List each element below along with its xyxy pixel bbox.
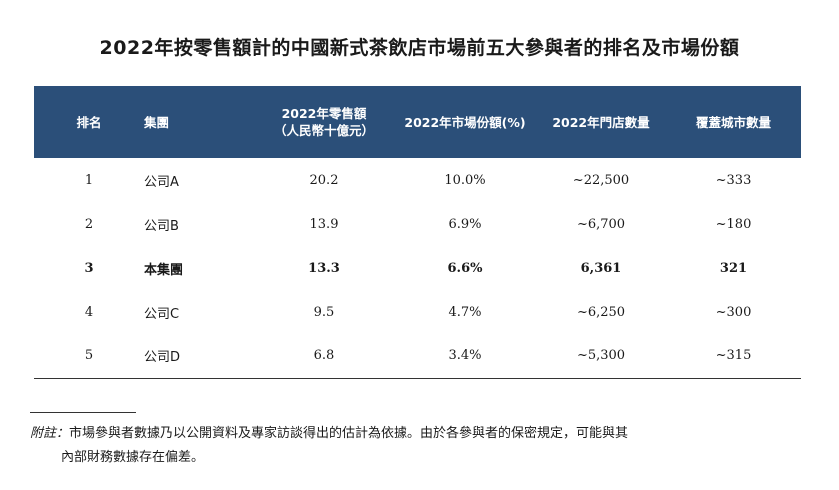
cell-share: 6.6% bbox=[447, 260, 483, 276]
ranking-table: 排名 集團 2022年零售額 （人民幣十億元） 2022年市場份額(%) 202… bbox=[34, 86, 801, 379]
cell-stores: 6,361 bbox=[580, 260, 622, 276]
header-rank: 排名 bbox=[76, 114, 102, 130]
cell-share: 10.0% bbox=[444, 172, 486, 188]
cell-cities: ~315 bbox=[715, 348, 752, 364]
cell-share: 3.4% bbox=[448, 348, 482, 364]
table-body: 1 公司A 20.2 10.0% ~22,500 ~333 2 公司B 13.9… bbox=[34, 158, 801, 378]
footnote-label: 附註： bbox=[30, 426, 70, 441]
cell-group: 公司C bbox=[144, 306, 180, 322]
cell-share: 4.7% bbox=[448, 304, 482, 320]
cell-sales: 6.8 bbox=[313, 348, 335, 364]
cell-stores: ~6,250 bbox=[576, 304, 626, 320]
cell-cities: 321 bbox=[719, 260, 748, 276]
header-share: 2022年市場份額(%) bbox=[404, 114, 526, 130]
cell-sales: 9.5 bbox=[313, 304, 335, 320]
cell-stores: ~6,700 bbox=[576, 216, 626, 232]
table-row: 4 公司C 9.5 4.7% ~6,250 ~300 bbox=[34, 290, 801, 334]
header-sales-line1: 2022年零售額 bbox=[281, 106, 367, 121]
footnote-text-1: 市場參與者數據乃以公開資料及專家訪談得出的估計為依據。由於各參與者的保密規定，可… bbox=[69, 426, 629, 441]
footnote-line-2: 內部財務數據存在偏差。 bbox=[61, 450, 205, 465]
cell-rank: 5 bbox=[84, 348, 94, 364]
table-row: 1 公司A 20.2 10.0% ~22,500 ~333 bbox=[34, 158, 801, 202]
cell-share: 6.9% bbox=[448, 216, 482, 232]
header-stores: 2022年門店數量 bbox=[552, 114, 650, 130]
cell-sales: 13.9 bbox=[309, 216, 339, 232]
cell-cities: ~300 bbox=[715, 304, 752, 320]
cell-stores: ~5,300 bbox=[576, 348, 626, 364]
note-divider bbox=[30, 412, 136, 413]
cell-cities: ~333 bbox=[715, 172, 752, 188]
cell-rank: 3 bbox=[84, 260, 94, 276]
footnote-line-1: 附註：市場參與者數據乃以公開資料及專家訪談得出的估計為依據。由於各參與者的保密規… bbox=[30, 422, 830, 446]
cell-sales: 13.3 bbox=[308, 260, 340, 276]
table-row: 2 公司B 13.9 6.9% ~6,700 ~180 bbox=[34, 202, 801, 246]
table-header: 排名 集團 2022年零售額 （人民幣十億元） 2022年市場份額(%) 202… bbox=[34, 86, 801, 158]
cell-cities: ~180 bbox=[715, 216, 752, 232]
page-title: 2022年按零售額計的中國新式茶飲店市場前五大參與者的排名及市場份額 bbox=[99, 37, 740, 59]
table-header-row: 排名 集團 2022年零售額 （人民幣十億元） 2022年市場份額(%) 202… bbox=[34, 86, 801, 158]
header-cities: 覆蓋城市數量 bbox=[695, 114, 771, 130]
ranking-table-container: 排名 集團 2022年零售額 （人民幣十億元） 2022年市場份額(%) 202… bbox=[34, 86, 801, 379]
cell-rank: 4 bbox=[84, 304, 94, 320]
cell-group: 本集團 bbox=[144, 262, 184, 278]
table-row-highlighted: 3 本集團 13.3 6.6% 6,361 321 bbox=[34, 246, 801, 290]
cell-rank: 1 bbox=[84, 172, 94, 188]
header-sales: 2022年零售額 （人民幣十億元） bbox=[254, 86, 394, 158]
cell-group: 公司A bbox=[144, 174, 179, 190]
footnote: 附註：市場參與者數據乃以公開資料及專家訪談得出的估計為依據。由於各參與者的保密規… bbox=[30, 422, 830, 470]
header-group: 集團 bbox=[144, 114, 170, 130]
cell-sales: 20.2 bbox=[309, 172, 339, 188]
cell-stores: ~22,500 bbox=[572, 172, 630, 188]
table-row: 5 公司D 6.8 3.4% ~5,300 ~315 bbox=[34, 334, 801, 378]
cell-group: 公司B bbox=[144, 218, 179, 234]
cell-rank: 2 bbox=[84, 216, 94, 232]
cell-group: 公司D bbox=[144, 350, 181, 366]
header-sales-line2: （人民幣十億元） bbox=[273, 123, 374, 138]
